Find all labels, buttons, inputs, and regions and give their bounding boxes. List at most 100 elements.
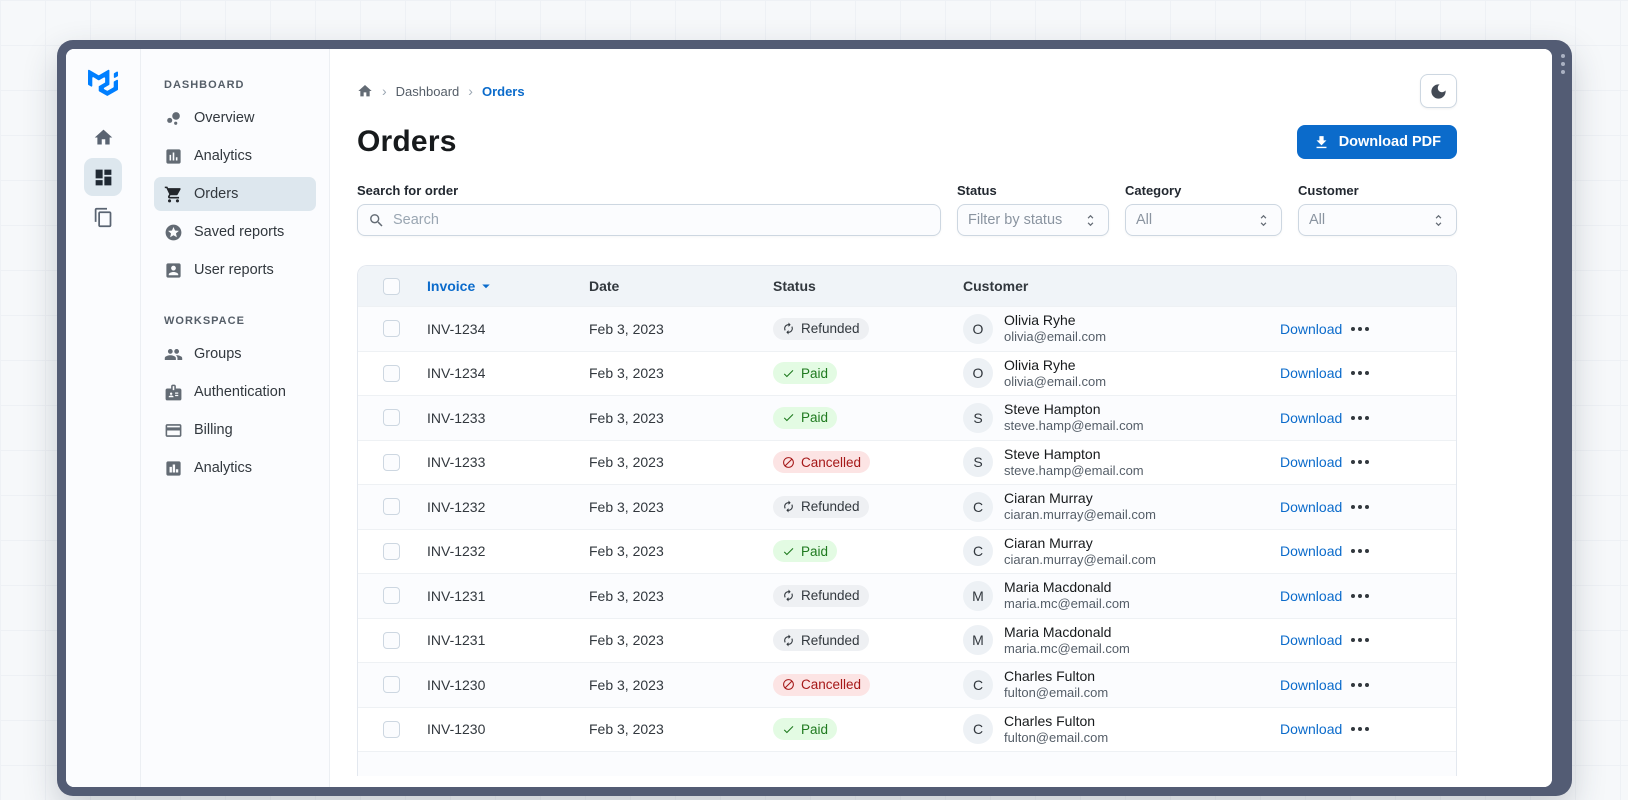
row-checkbox[interactable]: [383, 320, 400, 338]
status-chip: Paid: [773, 540, 838, 563]
block-icon: [783, 679, 794, 691]
rail-home-button[interactable]: [84, 118, 122, 156]
more-options-icon[interactable]: [1337, 415, 1456, 420]
sidebar-item-user-reports[interactable]: User reports: [154, 253, 316, 287]
more-options-icon[interactable]: [1337, 504, 1456, 509]
row-checkbox[interactable]: [383, 498, 400, 516]
more-options-icon[interactable]: [1337, 727, 1456, 732]
more-options-icon[interactable]: [1337, 549, 1456, 554]
row-download-link[interactable]: Download: [1280, 409, 1343, 426]
download-pdf-button[interactable]: Download PDF: [1296, 125, 1457, 159]
sidebar-item-orders[interactable]: Orders: [154, 177, 316, 211]
more-options-icon[interactable]: [1337, 638, 1456, 643]
row-download-link[interactable]: Download: [1280, 676, 1343, 693]
table-row: INV-1230 Feb 3, 2023 Cancelled C Charles…: [358, 662, 1456, 707]
table-row: INV-1234 Feb 3, 2023 Paid O Olivia Ryhe …: [358, 350, 1456, 396]
sidebar-item-authentication[interactable]: Authentication: [154, 375, 316, 409]
customer-email: steve.hamp@email.com: [1004, 462, 1144, 478]
customer-cell: C Ciaran Murray ciaran.murray@email.com: [954, 534, 1271, 569]
customer-name: Olivia Ryhe: [1004, 356, 1076, 373]
customer-cell: M Maria Macdonald maria.mc@email.com: [954, 623, 1271, 658]
theme-toggle-button[interactable]: [1420, 74, 1457, 108]
shopping-cart-icon: [164, 186, 181, 202]
row-checkbox[interactable]: [383, 364, 400, 382]
row-download-link[interactable]: Download: [1280, 498, 1343, 515]
row-checkbox[interactable]: [383, 676, 400, 694]
search-input[interactable]: [393, 212, 930, 228]
avatar: M: [963, 625, 993, 656]
check-icon: [783, 725, 794, 734]
rail-dashboard-button[interactable]: [84, 158, 122, 196]
row-download-link[interactable]: Download: [1280, 632, 1343, 649]
breadcrumb-home-icon[interactable]: [357, 83, 373, 99]
table-row: INV-1231 Feb 3, 2023 Refunded M Maria Ma…: [358, 617, 1456, 663]
row-checkbox[interactable]: [383, 542, 400, 560]
row-checkbox[interactable]: [383, 409, 400, 427]
invoice-cell: INV-1234: [427, 320, 486, 337]
rail-layers-button[interactable]: [84, 198, 122, 236]
status-filter-select[interactable]: Filter by status: [957, 204, 1109, 236]
filters-bar: Search for order Status Filter by status…: [357, 183, 1457, 236]
category-filter-select[interactable]: All: [1125, 204, 1282, 236]
row-checkbox[interactable]: [383, 587, 400, 605]
status-label: Paid: [801, 410, 829, 426]
row-download-link[interactable]: Download: [1280, 365, 1343, 382]
status-chip: Paid: [773, 362, 838, 385]
row-checkbox[interactable]: [383, 453, 400, 471]
unfold-more-icon: [1087, 214, 1094, 226]
sidebar-item-billing[interactable]: Billing: [154, 413, 316, 447]
more-options-icon[interactable]: [1337, 326, 1456, 331]
status-label: Cancelled: [801, 677, 862, 693]
invoice-cell: INV-1233: [427, 454, 486, 471]
sidebar-item-groups[interactable]: Groups: [154, 337, 316, 371]
customer-filter-select[interactable]: All: [1298, 204, 1457, 236]
sidebar-item-overview[interactable]: Overview: [154, 101, 316, 135]
status-chip: Refunded: [773, 629, 869, 652]
invoice-cell: INV-1231: [427, 632, 486, 649]
row-checkbox[interactable]: [383, 631, 400, 649]
row-download-link[interactable]: Download: [1280, 320, 1343, 337]
more-options-icon[interactable]: [1337, 460, 1456, 465]
home-icon: [94, 129, 112, 144]
more-options-icon[interactable]: [1337, 682, 1456, 687]
mui-logo: [88, 69, 118, 96]
date-cell: Feb 3, 2023: [589, 721, 664, 738]
row-checkbox[interactable]: [383, 720, 400, 738]
sidebar-item-analytics[interactable]: Analytics: [154, 139, 316, 173]
row-download-link[interactable]: Download: [1280, 587, 1343, 604]
avatar: S: [963, 402, 993, 433]
customer-cell: O Olivia Ryhe olivia@email.com: [954, 356, 1271, 391]
select-all-checkbox[interactable]: [383, 277, 400, 295]
autorenew-icon: [784, 500, 793, 513]
invoice-cell: INV-1232: [427, 543, 486, 560]
status-chip: Refunded: [773, 495, 869, 518]
sidebar: DASHBOARD Overview Analytics Orders Save…: [141, 49, 330, 787]
row-download-link[interactable]: Download: [1280, 543, 1343, 560]
customer-cell: O Olivia Ryhe olivia@email.com: [954, 311, 1271, 346]
download-pdf-label: Download PDF: [1338, 134, 1441, 150]
more-options-icon[interactable]: [1337, 371, 1456, 376]
customer-email: ciaran.murray@email.com: [1004, 507, 1156, 523]
row-download-link[interactable]: Download: [1280, 721, 1343, 738]
status-label: Cancelled: [801, 454, 862, 470]
customer-cell: M Maria Macdonald maria.mc@email.com: [954, 578, 1271, 613]
search-icon: [370, 213, 383, 227]
customer-email: fulton@email.com: [1004, 685, 1109, 701]
column-header-invoice[interactable]: Invoice: [418, 277, 580, 295]
table-row: INV-1231 Feb 3, 2023 Refunded M Maria Ma…: [358, 573, 1456, 618]
customer-filter-value: All: [1309, 212, 1326, 228]
table-row: INV-1234 Feb 3, 2023 Refunded O Olivia R…: [358, 306, 1456, 351]
column-header-customer: Customer: [963, 278, 1029, 294]
sidebar-item-analytics-workspace[interactable]: Analytics: [154, 451, 316, 485]
category-filter-value: All: [1136, 212, 1153, 228]
block-icon: [783, 456, 794, 468]
sidebar-item-label: Authentication: [194, 384, 286, 400]
sidebar-item-saved-reports[interactable]: Saved reports: [154, 215, 316, 249]
window-scrollbar[interactable]: [1561, 54, 1565, 74]
customer-email: maria.mc@email.com: [1004, 596, 1130, 612]
breadcrumb-dashboard-link[interactable]: Dashboard: [395, 83, 460, 99]
status-label: Paid: [801, 721, 829, 737]
sidebar-item-label: Analytics: [194, 460, 253, 476]
more-options-icon[interactable]: [1337, 593, 1456, 598]
row-download-link[interactable]: Download: [1280, 454, 1343, 471]
